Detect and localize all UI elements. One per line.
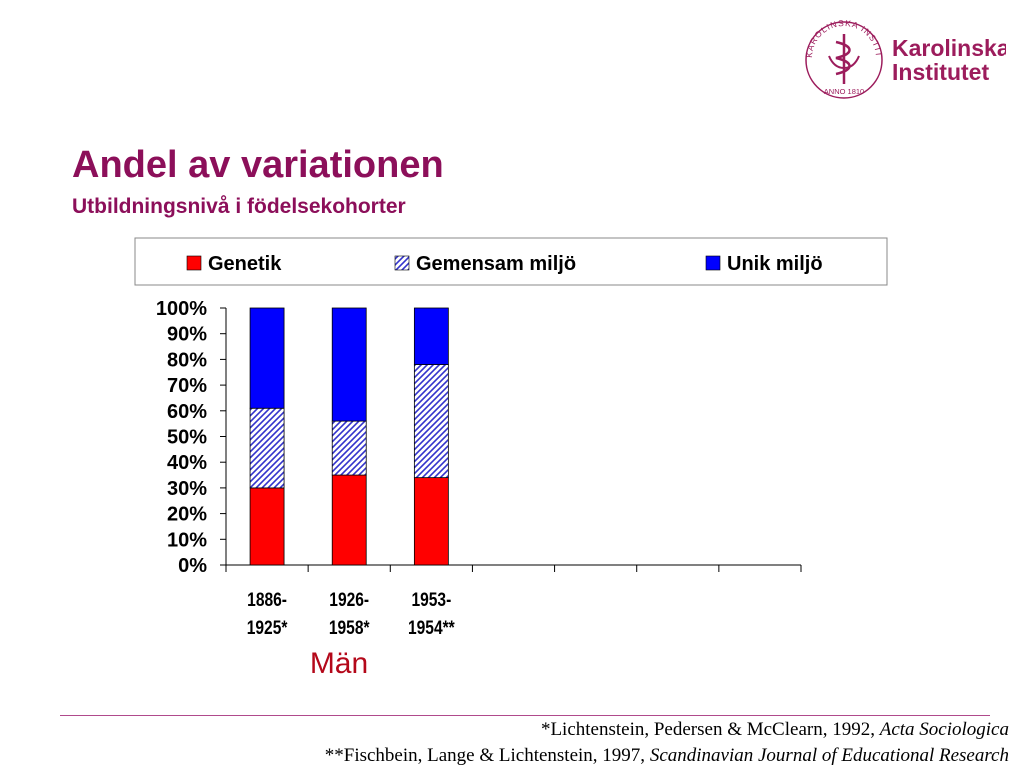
y-tick-label: 100% (156, 298, 207, 320)
reference-2-journal: Scandinavian Journal of Educational Rese… (649, 745, 1009, 766)
y-tick-label: 20% (167, 504, 207, 526)
y-tick-label: 40% (167, 452, 207, 474)
y-tick-label: 30% (167, 478, 207, 500)
y-tick-label: 70% (167, 375, 207, 397)
karolinska-logo: KAROLINSKA INSTITUTET ANNO 1810 Karolins… (796, 10, 1006, 99)
y-tick-label: 10% (167, 529, 207, 551)
logo-name-line2: Institutet (892, 59, 989, 85)
reference-2-authors: **Fischbein, Lange & Lichtenstein, 1997, (324, 745, 650, 766)
bar-segment-3-1 (413, 364, 449, 479)
stacked-bar-chart: Genetik Gemensam miljö Unik miljö 0% 10% 20%… (134, 237, 888, 680)
bar-segment-2-1 (331, 420, 367, 476)
y-tick-label: 50% (167, 427, 207, 449)
x-tick-label: 1953-1954** (408, 589, 455, 639)
legend-label-0: Genetik (208, 253, 282, 275)
bar-segment-3-0 (413, 477, 449, 566)
bar-segment-1-2 (249, 307, 285, 409)
footer-rule (60, 715, 990, 716)
legend-box (134, 237, 888, 286)
x-tick-label: 1886-1925* (247, 589, 288, 639)
x-tick-label: 1926-1958* (329, 589, 370, 639)
reference-1-journal: Acta Sociologica (879, 719, 1009, 740)
reference-1-authors: *Lichtenstein, Pedersen & McClearn, 1992… (540, 719, 880, 740)
logo-name-line1: Karolinska (892, 35, 1006, 61)
legend-swatch-2 (705, 255, 721, 271)
reference-1: *Lichtenstein, Pedersen & McClearn, 1992… (541, 719, 1009, 741)
legend-label-2: Unik miljö (727, 253, 823, 275)
y-tick-label: 60% (167, 401, 207, 423)
legend-swatch-1 (394, 255, 410, 271)
bar-segment-1-1 (249, 407, 285, 489)
bar-segment-2-0 (331, 474, 367, 566)
staff-of-asclepius-icon (828, 34, 860, 84)
group-label: Män (310, 647, 368, 680)
bar-segment-3-2 (413, 307, 449, 365)
seal-year: ANNO 1810 (824, 87, 864, 96)
bar-segment-1-0 (249, 487, 285, 566)
page-subtitle: Utbildningsnivå i födelsekohorter (72, 195, 406, 218)
y-tick-label: 80% (167, 349, 207, 371)
y-tick-label: 0% (178, 555, 207, 577)
reference-2: **Fischbein, Lange & Lichtenstein, 1997,… (325, 745, 1009, 767)
seal-ring (805, 21, 883, 99)
bar-segment-2-2 (331, 307, 367, 422)
legend-swatch-0 (186, 255, 202, 271)
legend-label-1: Gemensam miljö (416, 253, 576, 275)
page-title: Andel av variationen (72, 144, 444, 186)
y-tick-label: 90% (167, 324, 207, 346)
